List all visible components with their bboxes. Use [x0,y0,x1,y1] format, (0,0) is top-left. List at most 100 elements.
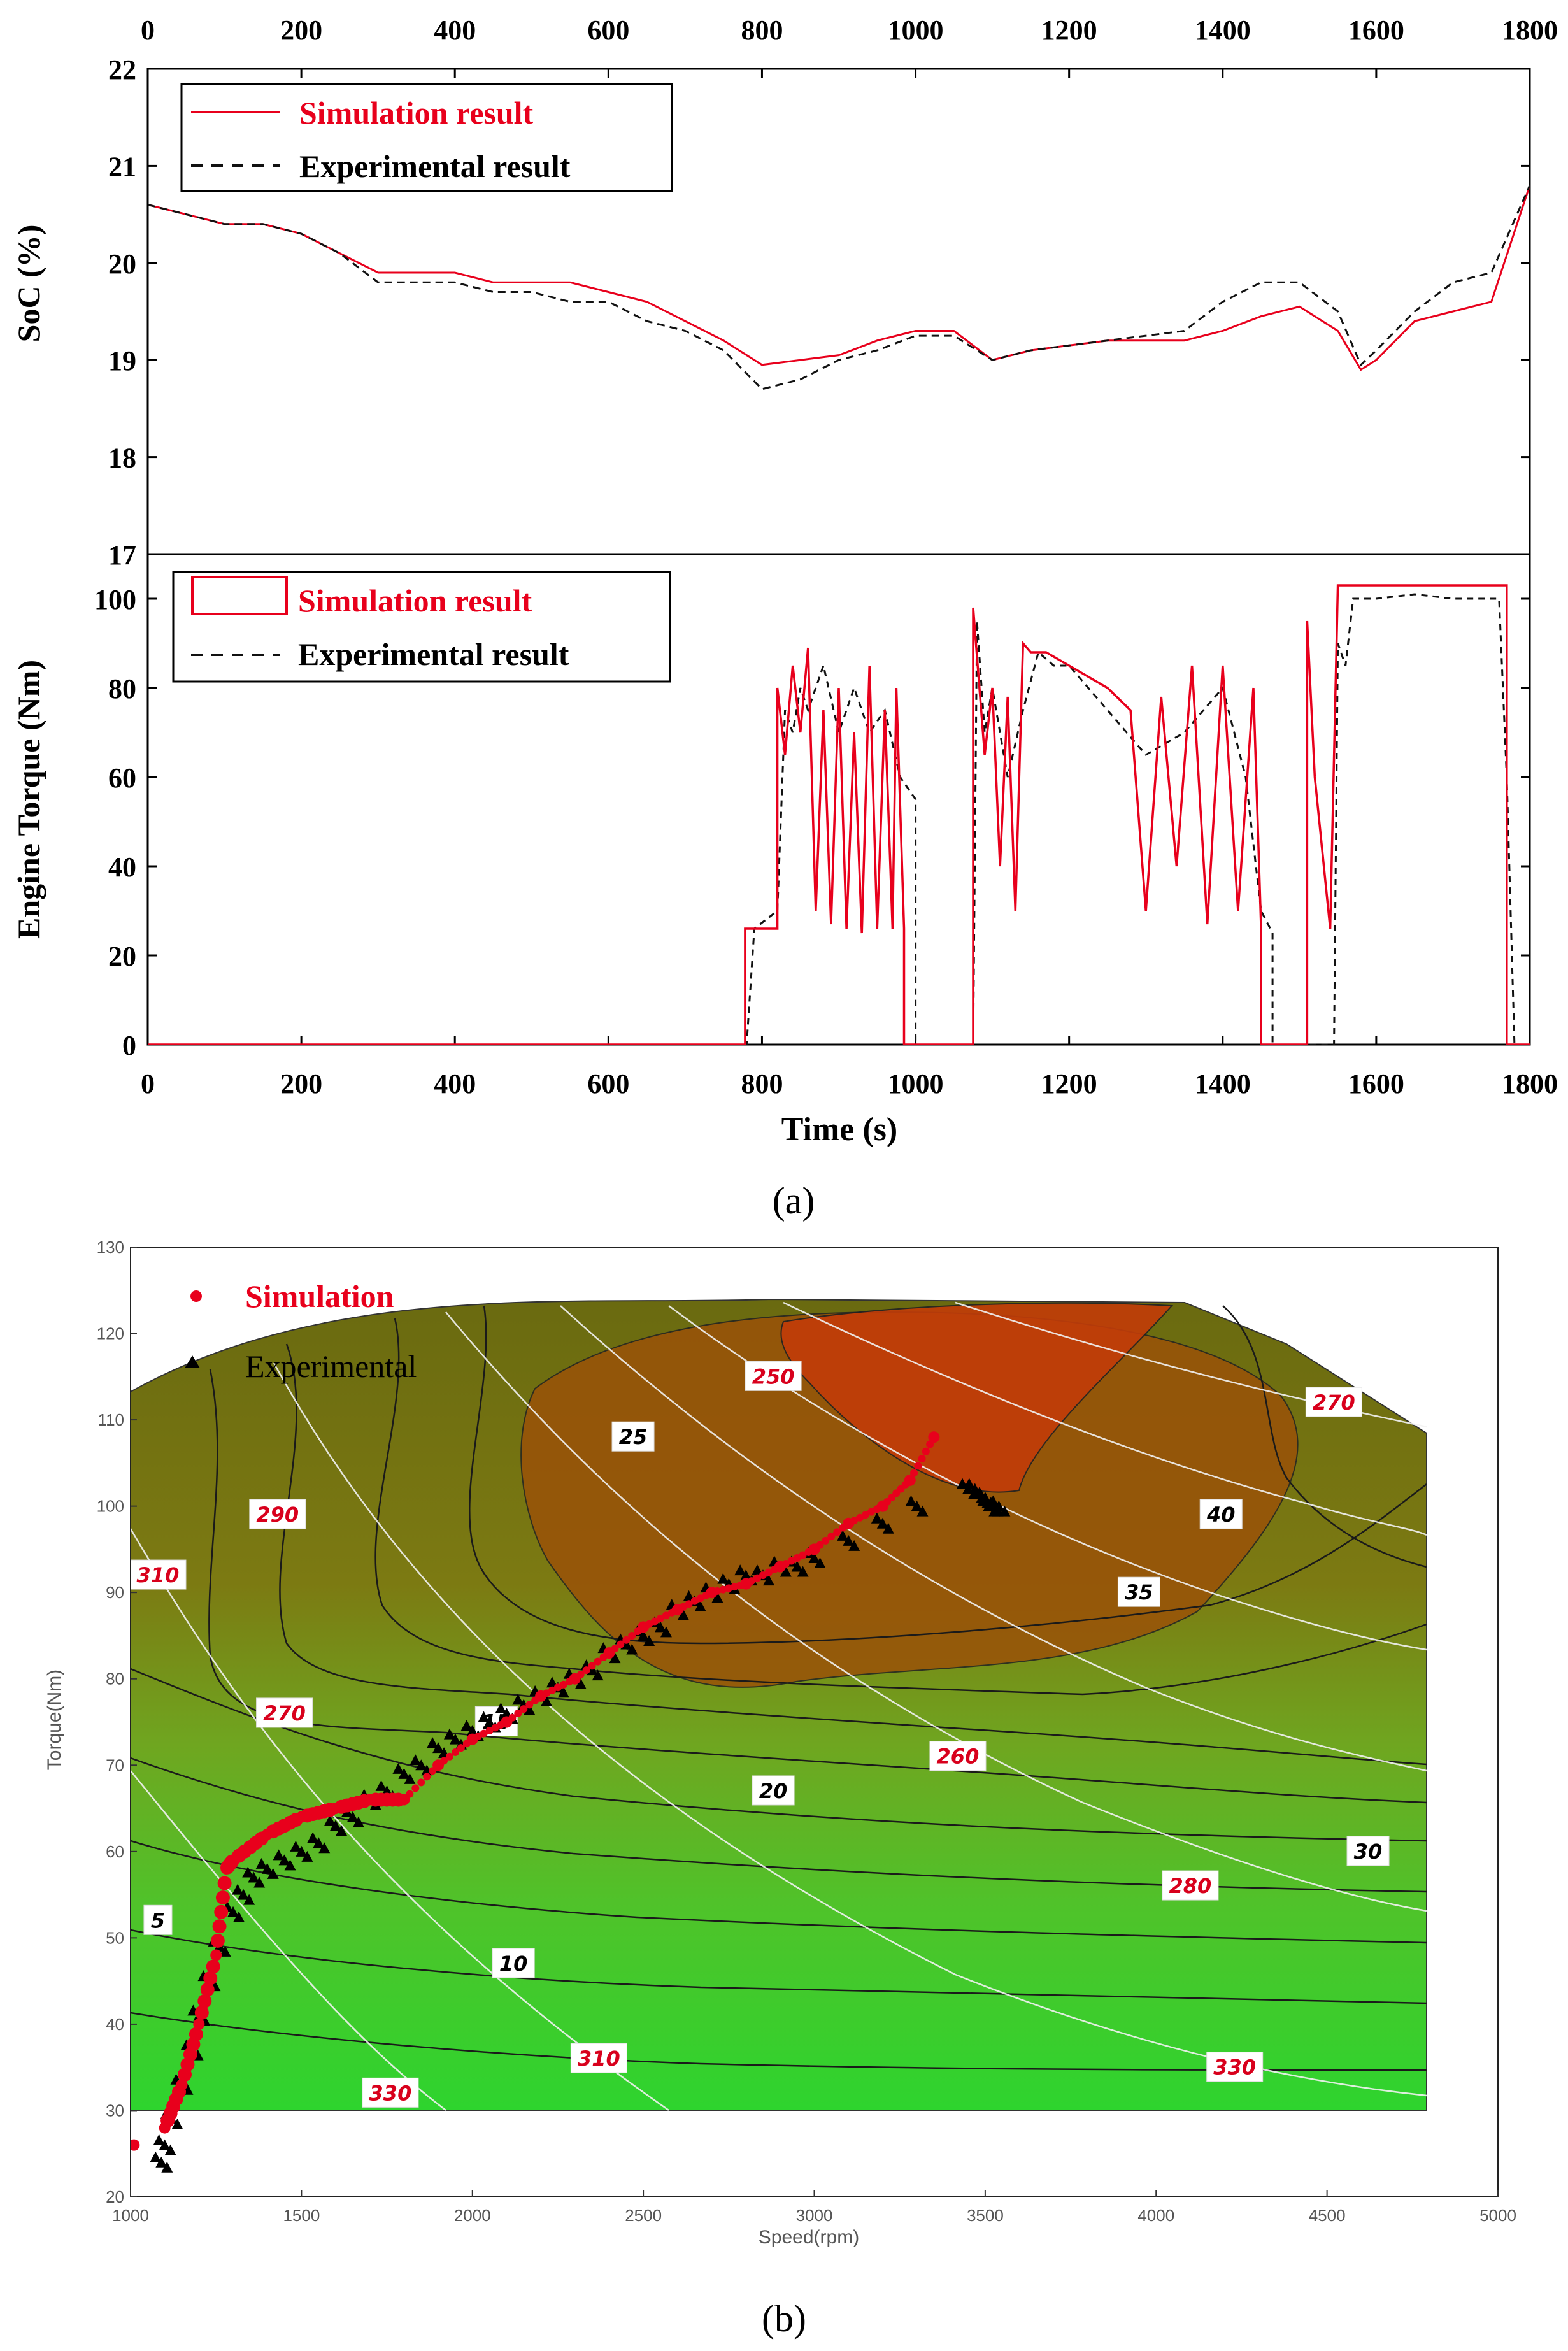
experimental-point [808,1552,820,1563]
map-y-tick-label: 60 [106,1842,124,1861]
map-legend-exp-marker [185,1355,200,1368]
soc-legend-box [180,83,673,192]
experimental-point [963,1478,975,1489]
experimental-point [290,1840,302,1852]
svg-text:310: 310 [137,1563,180,1587]
experimental-point [717,1573,729,1584]
contour-labels: 2903102702502702602803103303302540351520… [131,1361,1390,2108]
experimental-point [791,1561,803,1572]
power-label: 40 [1199,1499,1243,1529]
experimental-point [524,1704,536,1715]
power-label: 20 [752,1775,795,1806]
map-y-tick-label: 110 [98,1410,124,1429]
torque-x-tick-label: 1400 [1195,1068,1251,1099]
experimental-point [449,1733,461,1745]
simulation-point [696,1594,704,1603]
simulation-point [451,1748,459,1756]
experimental-point [483,1716,495,1727]
bsfc-label: 330 [1206,2052,1264,2082]
experimental-point [233,1911,245,1922]
experimental-point [478,1711,490,1722]
simulation-point [922,1447,930,1455]
simulation-point [474,1733,482,1741]
simulation-point [867,1508,875,1516]
svg-text:30: 30 [1354,1840,1383,1864]
map-y-tick-label: 50 [106,1928,124,1947]
soc-experimental-line [148,185,1530,390]
map-x-tick-label: 2000 [454,2206,491,2225]
simulation-point [457,1744,465,1752]
experimental-point [232,1883,244,1895]
experimental-point [410,1754,422,1766]
svg-text:5: 5 [151,1908,165,1933]
experimental-point [164,2144,176,2155]
experimental-point [592,1669,604,1681]
soc-y-tick-label: 21 [108,151,136,182]
map-x-ticks: 1000 1500 2000 2500 3000 3500 4000 4500 5000 [112,2190,1516,2225]
svg-text:35: 35 [1125,1580,1153,1604]
experimental-point [318,1842,331,1854]
svg-text:270: 270 [263,1701,306,1726]
simulation-point [440,1757,448,1765]
experimental-point [654,1621,666,1633]
simulation-point [914,1462,922,1470]
experimental-point [677,1609,689,1620]
soc-x-tick-label: 800 [741,15,783,46]
map-y-tick-label: 80 [106,1669,124,1689]
experimental-point [432,1742,445,1754]
map-y-ticks: 20 30 40 50 60 70 80 90 100 110 120 130 [97,1238,137,2206]
experimental-point [153,2134,165,2145]
speed-x-label: Speed(rpm) [759,2227,859,2248]
svg-text:330: 330 [1213,2055,1256,2080]
simulation-point [862,1511,870,1519]
svg-text:290: 290 [256,1503,299,1527]
experimental-point [460,1720,473,1731]
simulation-point [131,2139,140,2151]
map-x-tick-label: 5000 [1479,2206,1516,2225]
map-x-tick-label: 1500 [283,2206,320,2225]
map-x-tick-label: 3500 [967,2206,1004,2225]
experimental-point [242,1866,254,1878]
soc-x-tick-label: 600 [587,15,629,46]
experimental-point [987,1495,999,1506]
experimental-point [267,1868,279,1879]
simulation-point [543,1689,551,1697]
experimental-point [150,2151,162,2162]
experimental-point [911,1500,923,1511]
experimental-point [780,1566,792,1577]
power-label: 35 [1117,1576,1160,1607]
simulation-point [480,1729,488,1738]
svg-text:25: 25 [619,1425,648,1449]
soc-x-tick-label: 1400 [1195,15,1251,46]
experimental-point [301,1850,313,1862]
bsfc-label: 290 [249,1499,306,1529]
simulation-point [559,1680,567,1689]
bsfc-label: 260 [929,1741,987,1771]
experimental-point [837,1529,849,1541]
soc-y-tick-label: 19 [108,345,136,376]
simulation-point [611,1645,619,1653]
soc-x-tick-label: 1200 [1041,15,1097,46]
soc-top-x-ticks: 0 200 400 600 800 1000 1200 1400 1600 1800 [141,15,1558,78]
simulation-point [594,1657,602,1666]
bsfc-map-chart: 2903102702502702602803103303302540351520… [44,1238,1516,2248]
experimental-point [609,1652,621,1664]
experimental-point [330,1820,342,1831]
map-y-tick-label: 40 [106,2015,124,2034]
torque-x-tick-label: 800 [741,1068,783,1099]
svg-text:260: 260 [937,1745,980,1769]
soc-y-tick-label: 22 [108,54,136,85]
svg-text:270: 270 [1313,1390,1355,1415]
map-x-tick-label: 1000 [112,2206,149,2225]
map-legend-sim-marker [190,1290,202,1302]
experimental-point [273,1849,285,1861]
soc-legend: Simulation result Experimental result [180,83,673,192]
simulation-point [553,1683,562,1692]
simulation-point [827,1533,836,1541]
experimental-point [296,1845,308,1857]
torque-x-tick-label: 200 [280,1068,322,1099]
simulation-point [398,1794,410,1806]
experimental-point [541,1695,553,1706]
map-y-tick-label: 20 [106,2187,124,2206]
map-x-tick-label: 2500 [625,2206,662,2225]
